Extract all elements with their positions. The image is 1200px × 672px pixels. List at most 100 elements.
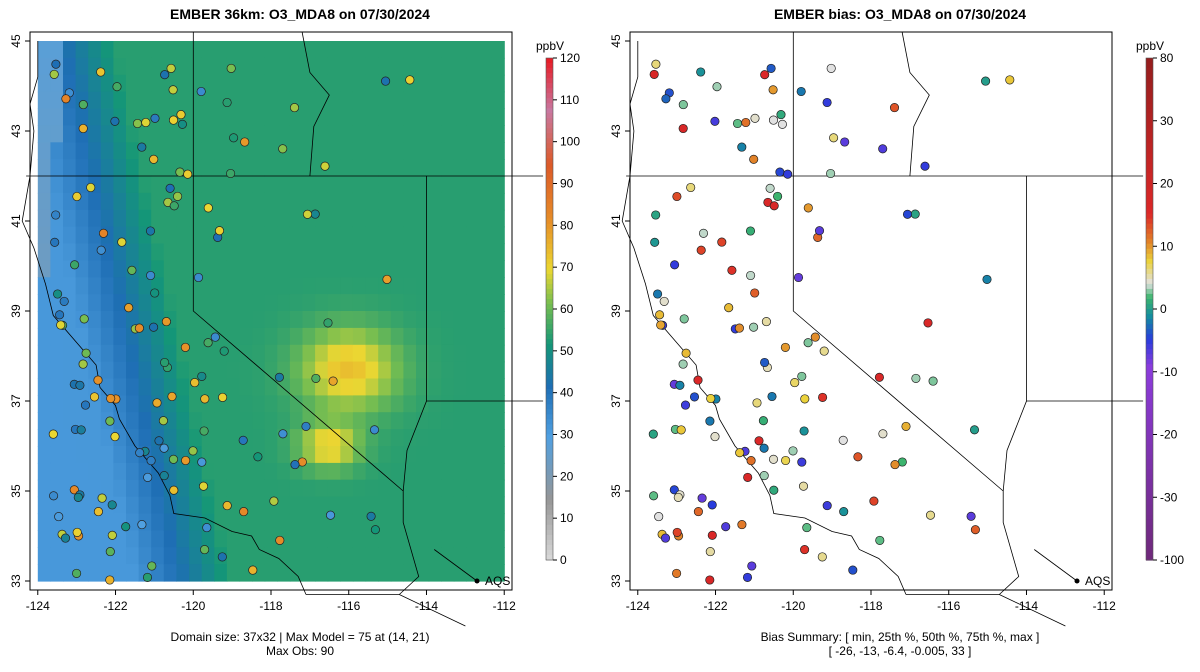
station-marker: [826, 168, 836, 179]
station-marker: [274, 372, 284, 382]
grid-cell: [214, 564, 228, 582]
grid-cell: [403, 226, 417, 245]
station-marker: [768, 454, 779, 464]
station-marker: [928, 376, 938, 386]
grid-cell: [63, 142, 77, 160]
grid-cell: [138, 243, 152, 261]
grid-cell: [441, 192, 455, 211]
grid-cell: [138, 378, 152, 396]
stations: [48, 59, 415, 585]
colorbar-band: [1146, 534, 1153, 541]
grid-cell: [491, 530, 505, 548]
colorbar-band: [1146, 484, 1153, 491]
grid-cell: [214, 260, 228, 278]
grid-cell: [491, 496, 505, 515]
colorbar-band: [546, 524, 553, 531]
grid-cell: [113, 142, 127, 160]
grid-cell: [226, 192, 241, 211]
colorbar-band: [1146, 544, 1153, 551]
grid-cell: [100, 462, 114, 481]
grid-cell: [453, 176, 467, 194]
grid-cell: [327, 547, 341, 565]
grid-cell: [390, 74, 404, 93]
grid-cell: [37, 108, 51, 126]
grid-cell: [252, 378, 266, 396]
station-marker: [98, 228, 109, 238]
grid-cell: [479, 446, 493, 464]
grid-cell: [453, 260, 467, 278]
grid-cell: [100, 159, 114, 177]
grid-cell: [50, 564, 64, 582]
grid-cell: [416, 395, 430, 413]
colorbar-band: [546, 158, 553, 164]
colorbar-band: [546, 83, 553, 89]
grid-cell: [352, 395, 367, 413]
grid-cell: [252, 91, 266, 110]
grid-cell: [100, 311, 114, 329]
grid-cell: [365, 243, 379, 261]
grid-cell: [176, 395, 190, 413]
grid-cell: [466, 496, 480, 515]
colorbar-band: [546, 78, 553, 84]
grid-cell: [378, 564, 392, 582]
grid-cell: [239, 344, 253, 363]
grid-cell: [453, 429, 467, 447]
grid-cell: [100, 277, 114, 295]
grid-cell: [126, 547, 140, 565]
grid-cell: [428, 479, 442, 498]
grid-cell: [138, 327, 152, 346]
grid-cell: [453, 41, 467, 59]
colorbar-band: [546, 459, 553, 466]
grid-cell: [189, 462, 203, 481]
colorbar-band: [1146, 198, 1153, 205]
grid-cell: [491, 395, 505, 413]
grid-cell: [479, 462, 493, 481]
station-marker: [749, 154, 759, 164]
grid-cell: [428, 547, 442, 565]
grid-cell: [365, 378, 379, 396]
grid-cell: [214, 74, 228, 93]
grid-cell: [264, 176, 278, 194]
grid-cell: [289, 142, 304, 160]
grid-cell: [491, 176, 505, 194]
station-marker: [89, 392, 100, 402]
grid-cell: [214, 57, 228, 76]
colorbar-tick-label: 60: [560, 302, 574, 316]
grid-cell: [113, 344, 127, 363]
colorbar-band: [546, 263, 553, 270]
grid-cell: [100, 327, 114, 346]
station-marker: [767, 391, 777, 402]
grid-cell: [428, 57, 442, 76]
station-marker: [226, 63, 236, 73]
colorbar-band: [1146, 268, 1153, 275]
grid-cell: [491, 446, 505, 464]
grid-cell: [277, 125, 291, 143]
state-border: [906, 594, 1066, 627]
grid-cell: [239, 446, 253, 464]
grid-cell: [365, 125, 379, 143]
colorbar-band: [546, 138, 553, 144]
colorbar-band: [546, 434, 553, 441]
grid-cell: [428, 74, 442, 93]
grid-cell: [302, 159, 316, 177]
station-marker: [698, 228, 709, 238]
grid-cell: [176, 142, 190, 160]
grid-cell: [302, 108, 316, 126]
colorbar-tick-label: 20: [560, 469, 574, 483]
grid-cell: [327, 327, 341, 346]
station-marker: [278, 429, 288, 439]
grid-cell: [289, 361, 304, 380]
colorbar-band: [1146, 299, 1153, 305]
grid-cell: [214, 530, 228, 548]
station-marker: [982, 274, 992, 284]
grid-cell: [491, 260, 505, 278]
grid-cell: [466, 176, 480, 194]
grid-cell: [151, 479, 165, 498]
grid-cell: [226, 260, 241, 278]
grid-cell: [289, 277, 304, 295]
grid-cell: [428, 277, 442, 295]
grid-cell: [176, 243, 190, 261]
grid-cell: [163, 496, 177, 515]
grid-cell: [466, 125, 480, 143]
grid-cell: [88, 277, 102, 295]
